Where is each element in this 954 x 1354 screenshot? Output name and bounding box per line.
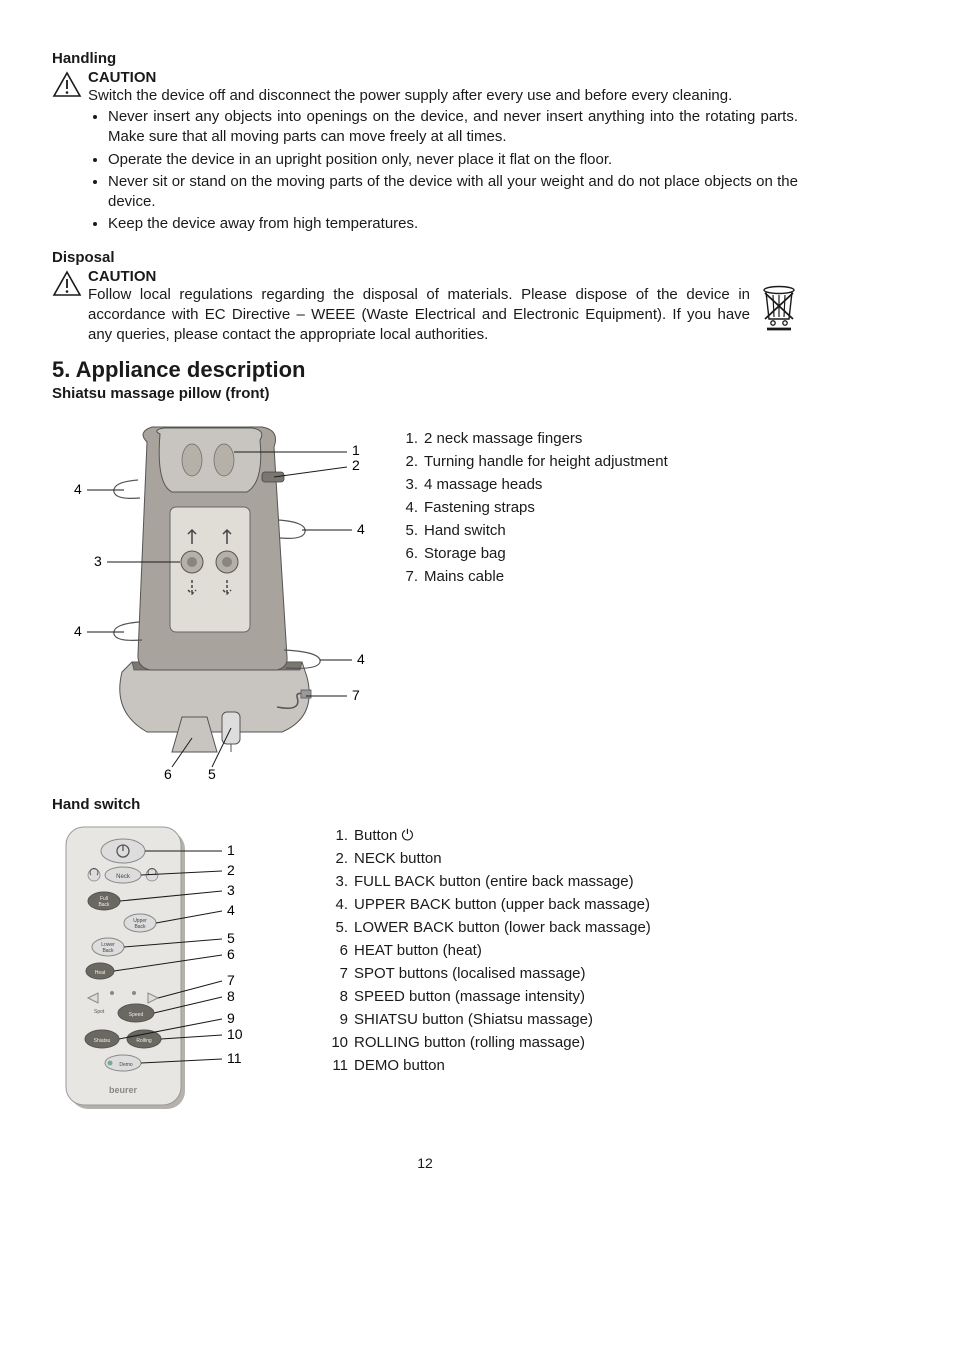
callout-label: 2 [352,457,360,473]
svg-text:Spot: Spot [94,1009,105,1015]
callout-label: 6 [164,766,172,782]
warning-triangle-icon [52,270,82,302]
svg-text:4: 4 [227,902,235,918]
svg-text:6: 6 [227,946,235,962]
list-item: 7.Mains cable [392,568,798,585]
pillow-diagram-row: 1 2 4 4 4 4 3 7 5 6 1.2 neck massage fin… [52,412,798,786]
remote-diagram: Neck Full Back Upper Back Lower Back Hea… [52,823,282,1127]
svg-text:8: 8 [227,988,235,1004]
handling-title: Handling [52,50,798,67]
list-item: 2.NECK button [322,850,798,867]
svg-text:2: 2 [227,862,235,878]
list-item: 7SPOT buttons (localised massage) [322,965,798,982]
svg-text:beurer: beurer [109,1085,138,1095]
list-item: 2.Turning handle for height adjustment [392,453,798,470]
svg-text:5: 5 [227,930,235,946]
appliance-heading: 5. Appliance description [52,357,798,383]
disposal-caution-block: CAUTION Follow local regulations regardi… [52,268,798,346]
list-item: 10ROLLING button (rolling massage) [322,1034,798,1051]
bullet-item: Keep the device away from high temperatu… [108,214,798,234]
list-item: 4.UPPER BACK button (upper back massage) [322,896,798,913]
callout-label: 3 [94,553,102,569]
svg-text:Rolling: Rolling [136,1038,152,1044]
disposal-text: Follow local regulations regarding the d… [88,285,750,346]
handswitch-subhead: Hand switch [52,796,798,813]
svg-text:11: 11 [227,1050,242,1066]
callout-label: 7 [352,687,360,703]
svg-text:1: 1 [227,842,235,858]
pillow-parts-list: 1.2 neck massage fingers 2.Turning handl… [372,412,798,591]
pillow-subhead: Shiatsu massage pillow (front) [52,385,798,402]
bullet-item: Operate the device in an upright positio… [108,150,798,170]
pillow-diagram: 1 2 4 4 4 4 3 7 5 6 [52,412,372,786]
handling-bullets: Never insert any objects into openings o… [88,107,798,235]
handling-caution-content: CAUTION Switch the device off and discon… [88,69,798,237]
handswitch-list: 1.Button ⏻ 2.NECK button 3.FULL BACK but… [282,823,798,1080]
svg-text:Back: Back [98,902,110,908]
list-item: 11DEMO button [322,1057,798,1074]
callout-label: 4 [357,521,365,537]
callout-label: 1 [352,442,360,458]
bullet-item: Never insert any objects into openings o… [108,107,798,148]
handling-intro: Switch the device off and disconnect the… [88,87,798,104]
svg-text:Demo: Demo [119,1062,133,1068]
list-item: 3.4 massage heads [392,476,798,493]
list-item: 1.Button ⏻ [322,827,798,844]
svg-text:9: 9 [227,1010,235,1026]
svg-text:Neck: Neck [116,874,131,880]
caution-label: CAUTION [88,69,798,86]
callout-label: 4 [357,651,365,667]
list-item: 5.Hand switch [392,522,798,539]
svg-text:Shiatsu: Shiatsu [94,1038,111,1044]
callout-label: 4 [74,623,82,639]
svg-text:3: 3 [227,882,235,898]
handswitch-row: Neck Full Back Upper Back Lower Back Hea… [52,823,798,1127]
list-item: 5.LOWER BACK button (lower back massage) [322,919,798,936]
list-item: 6HEAT button (heat) [322,942,798,959]
svg-text:Speed: Speed [129,1012,144,1018]
list-item: 1.2 neck massage fingers [392,430,798,447]
list-item: 6.Storage bag [392,545,798,562]
warning-triangle-icon [52,71,82,103]
bullet-item: Never sit or stand on the moving parts o… [108,172,798,213]
handling-caution-block: CAUTION Switch the device off and discon… [52,69,798,237]
page-number: 12 [52,1155,798,1171]
list-item: 8SPEED button (massage intensity) [322,988,798,1005]
svg-text:Back: Back [134,924,146,930]
svg-text:7: 7 [227,972,235,988]
callout-label: 5 [208,766,216,782]
svg-text:Back: Back [102,948,114,954]
list-item: 4.Fastening straps [392,499,798,516]
weee-bin-icon [760,285,798,335]
svg-text:10: 10 [227,1026,243,1042]
callout-label: 4 [74,481,82,497]
svg-text:Heat: Heat [95,970,106,976]
list-item: 9SHIATSU button (Shiatsu massage) [322,1011,798,1028]
caution-label: CAUTION [88,268,798,285]
disposal-title: Disposal [52,249,798,266]
disposal-caution-content: CAUTION Follow local regulations regardi… [88,268,798,346]
list-item: 3.FULL BACK button (entire back massage) [322,873,798,890]
